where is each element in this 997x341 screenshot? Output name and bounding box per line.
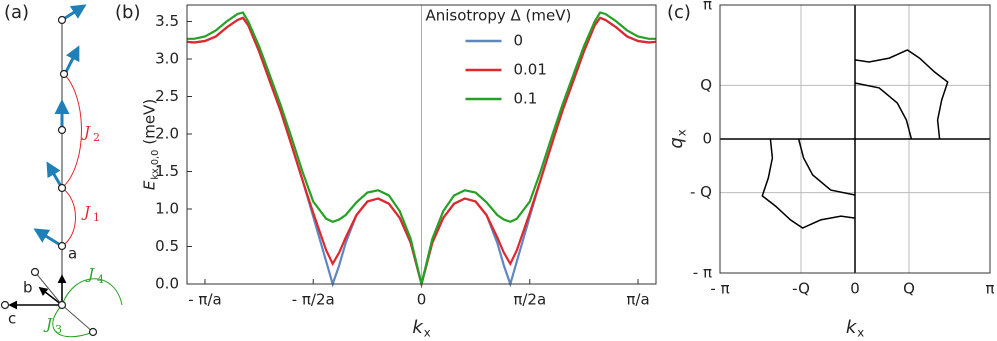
axis-label: Ekx,0,0 (meV) (141, 99, 162, 190)
y-tick-label: 3.0 (155, 50, 179, 68)
site (0, 300, 10, 310)
x-tick-label: π (985, 280, 994, 298)
coupling-symbol: J (81, 203, 91, 221)
y-tick-label: 2.0 (155, 125, 179, 143)
axis-label: qx (666, 129, 689, 148)
coupling-arc (61, 187, 76, 247)
x-tick-label: - π/2a (292, 291, 335, 309)
coupling-symbol: J (81, 123, 91, 141)
panel-label: (a) (4, 2, 29, 23)
axis-label-sub: x (857, 326, 864, 340)
y-tick-label: Q (700, 76, 712, 94)
x-tick-label: - π (710, 280, 729, 298)
coupling-arc (52, 304, 94, 338)
spin-chain: (a) J 2 J 1 J 4 J 3 (0, 2, 123, 338)
spin (46, 161, 64, 189)
x-tick-label: -Q (792, 280, 810, 298)
axis-label-main: k (412, 317, 424, 338)
plot-frame (186, 4, 657, 285)
panel-label: (b) (115, 2, 140, 23)
y-tick-label: π (703, 0, 712, 14)
x-tick-label: π/a (626, 291, 649, 309)
axis-label-sub: x (424, 326, 431, 340)
spin (64, 45, 80, 73)
coupling-sub: 4 (97, 273, 104, 286)
axis-label-main: k (846, 317, 858, 338)
spin (33, 228, 63, 248)
y-tick-label: 0.0 (155, 275, 179, 293)
plot-frame (719, 4, 991, 274)
bond (34, 271, 63, 306)
site (30, 267, 40, 277)
y-tick-label: 1.5 (155, 162, 179, 180)
x-tick-label: π/2a (513, 291, 546, 309)
coupling-symbol: J (43, 315, 53, 333)
axis-arrow (38, 286, 63, 306)
y-tick-label: 3.5 (155, 12, 179, 30)
y-tick-label: 2.5 (155, 87, 179, 105)
coupling-symbol: J (85, 265, 95, 283)
axis-label-sub: kx,0,0 (150, 150, 161, 180)
coupling-sub: 3 (55, 323, 62, 336)
y-tick-label: 0 (702, 130, 712, 148)
contour-line (854, 82, 913, 140)
site (57, 183, 67, 193)
y-tick-label: 1.0 (155, 200, 179, 218)
contour-line (854, 49, 949, 140)
axis-name: b (23, 279, 33, 297)
bond (61, 304, 94, 333)
panel-label: (c) (667, 2, 691, 23)
coupling-sub: 1 (93, 211, 100, 224)
legend-title: Anisotropy Δ (meV) (426, 7, 572, 25)
y-tick-label: 0.5 (155, 237, 179, 255)
site (88, 327, 98, 337)
site (59, 69, 69, 79)
site (57, 15, 67, 25)
y-tick-label: - Q (690, 183, 712, 201)
axis-name: a (68, 245, 77, 263)
coupling-arc (61, 71, 82, 189)
sites (0, 15, 98, 337)
contour-line (761, 138, 856, 229)
axis-label-sub: x (675, 129, 689, 136)
legend-label: 0 (514, 32, 524, 50)
axis-name: c (8, 310, 16, 328)
legend-label: 0.1 (514, 90, 538, 108)
site (57, 241, 67, 251)
coupling-sub: 2 (93, 131, 100, 144)
y-tick-label: - π (693, 264, 712, 282)
x-tick-label: - π/a (188, 291, 221, 309)
site (57, 300, 67, 310)
spin (61, 4, 87, 22)
x-tick-label: Q (903, 280, 915, 298)
axis-label-unit: (meV) (141, 99, 159, 145)
contour-line (797, 138, 856, 196)
legend-label: 0.01 (514, 61, 547, 79)
x-tick-label: 0 (417, 291, 427, 309)
x-tick-label: 0 (850, 280, 860, 298)
coupling-arc (61, 278, 123, 306)
axis-label-main: E (141, 180, 159, 190)
axis-label-main: q (666, 137, 687, 148)
site (57, 125, 67, 135)
